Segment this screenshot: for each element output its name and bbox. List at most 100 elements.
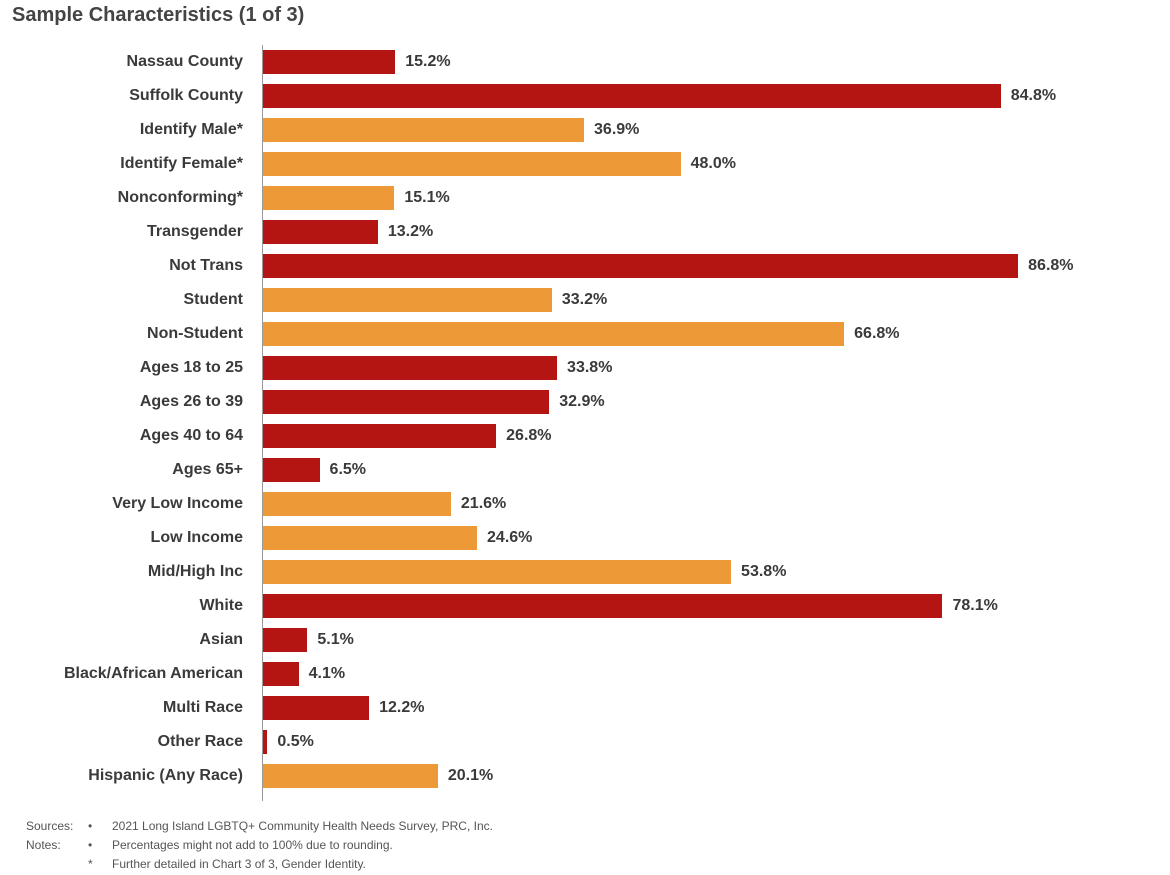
- bar-label: Low Income: [3, 529, 253, 547]
- bar-value: 5.1%: [317, 631, 353, 649]
- bar-label: Hispanic (Any Race): [3, 767, 253, 785]
- bar-value: 86.8%: [1028, 257, 1073, 275]
- bar-label: Transgender: [3, 223, 253, 241]
- bar-label: Suffolk County: [3, 87, 253, 105]
- bar-row: Low Income24.6%: [263, 521, 1150, 555]
- chart-plot-area: Nassau County15.2%Suffolk County84.8%Ide…: [262, 45, 1150, 801]
- bar-value: 21.6%: [461, 495, 506, 513]
- bar-row: Student33.2%: [263, 283, 1150, 317]
- bar-label: Asian: [3, 631, 253, 649]
- bar: [263, 118, 584, 142]
- bar: [263, 662, 299, 686]
- bar-label: Ages 26 to 39: [3, 393, 253, 411]
- bar-row: Non-Student66.8%: [263, 317, 1150, 351]
- bar: [263, 730, 267, 754]
- bar-value: 53.8%: [741, 563, 786, 581]
- chart-footer: Sources:•2021 Long Island LGBTQ+ Communi…: [26, 817, 1150, 875]
- footer-bullet: •: [88, 817, 112, 836]
- bar-row: Ages 40 to 6426.8%: [263, 419, 1150, 453]
- footer-key: Sources:: [26, 817, 88, 836]
- bar: [263, 152, 681, 176]
- bar: [263, 50, 395, 74]
- footer-row: *Further detailed in Chart 3 of 3, Gende…: [26, 855, 1150, 874]
- footer-bullet: *: [88, 855, 112, 874]
- bar-label: Ages 40 to 64: [3, 427, 253, 445]
- bar: [263, 764, 438, 788]
- bar-value: 6.5%: [330, 461, 366, 479]
- bar: [263, 390, 549, 414]
- bar-value: 20.1%: [448, 767, 493, 785]
- bar: [263, 424, 496, 448]
- footer-text: Further detailed in Chart 3 of 3, Gender…: [112, 855, 1150, 874]
- bar-value: 24.6%: [487, 529, 532, 547]
- bar-row: White78.1%: [263, 589, 1150, 623]
- bar: [263, 458, 320, 482]
- bar-value: 4.1%: [309, 665, 345, 683]
- bar-label: White: [3, 597, 253, 615]
- bar: [263, 84, 1001, 108]
- bar-label: Other Race: [3, 733, 253, 751]
- bar-value: 0.5%: [277, 733, 313, 751]
- bar-label: Not Trans: [3, 257, 253, 275]
- bar-row: Multi Race12.2%: [263, 691, 1150, 725]
- bar-label: Non-Student: [3, 325, 253, 343]
- footer-text: Percentages might not add to 100% due to…: [112, 836, 1150, 855]
- bar-value: 66.8%: [854, 325, 899, 343]
- bar-row: Asian5.1%: [263, 623, 1150, 657]
- bar: [263, 220, 378, 244]
- bar-value: 33.8%: [567, 359, 612, 377]
- bar-row: Nonconforming*15.1%: [263, 181, 1150, 215]
- bar-value: 26.8%: [506, 427, 551, 445]
- bar-row: Not Trans86.8%: [263, 249, 1150, 283]
- bar-row: Ages 26 to 3932.9%: [263, 385, 1150, 419]
- bar-row: Ages 65+6.5%: [263, 453, 1150, 487]
- bar-value: 78.1%: [952, 597, 997, 615]
- chart-title: Sample Characteristics (1 of 3): [12, 4, 1150, 27]
- bar-row: Mid/High Inc53.8%: [263, 555, 1150, 589]
- bar-label: Very Low Income: [3, 495, 253, 513]
- bar-value: 12.2%: [379, 699, 424, 717]
- footer-row: Notes:•Percentages might not add to 100%…: [26, 836, 1150, 855]
- bar-label: Identify Male*: [3, 121, 253, 139]
- bar-row: Transgender13.2%: [263, 215, 1150, 249]
- bar: [263, 526, 477, 550]
- chart-container: Sample Characteristics (1 of 3) Nassau C…: [0, 0, 1170, 875]
- bar: [263, 186, 394, 210]
- bar-value: 32.9%: [559, 393, 604, 411]
- bar-row: Suffolk County84.8%: [263, 79, 1150, 113]
- bar-label: Ages 18 to 25: [3, 359, 253, 377]
- bar-value: 33.2%: [562, 291, 607, 309]
- footer-bullet: •: [88, 836, 112, 855]
- bar: [263, 492, 451, 516]
- bar-row: Very Low Income21.6%: [263, 487, 1150, 521]
- bar-value: 36.9%: [594, 121, 639, 139]
- bar: [263, 560, 731, 584]
- bar-row: Black/African American4.1%: [263, 657, 1150, 691]
- bar-row: Nassau County15.2%: [263, 45, 1150, 79]
- bar-label: Student: [3, 291, 253, 309]
- bar-value: 13.2%: [388, 223, 433, 241]
- bar: [263, 322, 844, 346]
- bar-row: Identify Male*36.9%: [263, 113, 1150, 147]
- bar: [263, 594, 942, 618]
- bar-label: Mid/High Inc: [3, 563, 253, 581]
- bar-value: 84.8%: [1011, 87, 1056, 105]
- footer-text: 2021 Long Island LGBTQ+ Community Health…: [112, 817, 1150, 836]
- bar-label: Multi Race: [3, 699, 253, 717]
- bar-label: Nassau County: [3, 53, 253, 71]
- footer-row: Sources:•2021 Long Island LGBTQ+ Communi…: [26, 817, 1150, 836]
- bar-label: Identify Female*: [3, 155, 253, 173]
- bar-row: Ages 18 to 2533.8%: [263, 351, 1150, 385]
- bar-row: Identify Female*48.0%: [263, 147, 1150, 181]
- bar: [263, 288, 552, 312]
- bar-label: Black/African American: [3, 665, 253, 683]
- bar-row: Other Race0.5%: [263, 725, 1150, 759]
- bar: [263, 356, 557, 380]
- bar-value: 48.0%: [691, 155, 736, 173]
- bar: [263, 696, 369, 720]
- bar-label: Nonconforming*: [3, 189, 253, 207]
- bar: [263, 628, 307, 652]
- bar: [263, 254, 1018, 278]
- bar-row: Hispanic (Any Race)20.1%: [263, 759, 1150, 793]
- bar-value: 15.2%: [405, 53, 450, 71]
